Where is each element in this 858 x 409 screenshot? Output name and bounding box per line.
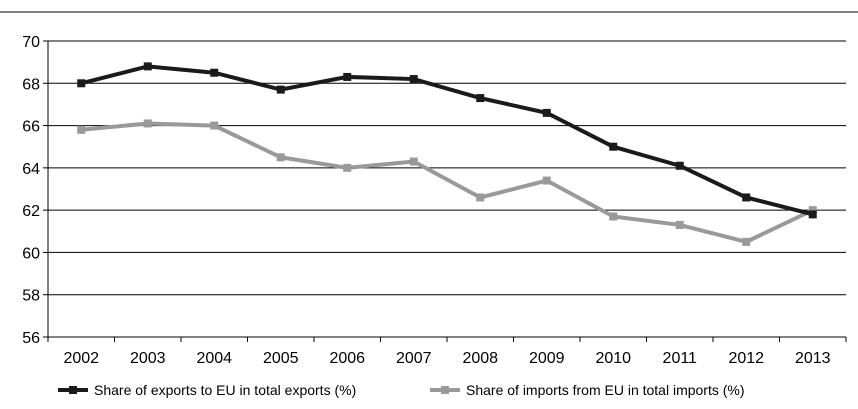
y-tick-label: 62 — [22, 203, 40, 220]
x-tick-label: 2011 — [663, 350, 698, 367]
data-point-marker — [77, 79, 86, 88]
data-point-marker — [210, 68, 219, 77]
series-line — [81, 121, 814, 244]
axes — [43, 40, 847, 342]
legend-item-1: Share of exports to EU in total exports … — [58, 382, 356, 398]
y-tick-label: 60 — [22, 245, 40, 262]
series-layer — [77, 62, 817, 246]
y-tick-label: 58 — [22, 288, 40, 305]
y-tick-labels: 56 58 60 62 64 66 68 70 — [22, 34, 40, 347]
legend-swatch-marker — [441, 386, 449, 394]
series-line — [80, 64, 814, 217]
legend: Share of exports to EU in total exports … — [58, 382, 745, 398]
data-point-marker — [276, 85, 285, 94]
data-point-marker — [343, 72, 352, 81]
x-tick-label: 2005 — [263, 350, 299, 367]
x-tick-label: 2009 — [529, 350, 565, 367]
x-tick-label: 2003 — [130, 350, 166, 367]
data-point-marker — [276, 153, 285, 162]
x-tick-label: 2004 — [196, 350, 232, 367]
y-tick-label: 66 — [22, 119, 40, 136]
x-tick-label: 2008 — [462, 350, 498, 367]
data-point-marker — [143, 119, 152, 128]
legend-swatch-marker — [69, 386, 77, 394]
data-point-marker — [609, 212, 618, 221]
legend-item-2: Share of imports from EU in total import… — [430, 382, 745, 398]
x-tick-label: 2012 — [728, 350, 764, 367]
y-tick-label: 64 — [22, 161, 40, 178]
data-point-marker — [675, 220, 684, 229]
data-point-marker — [675, 161, 684, 170]
data-point-marker — [542, 176, 551, 185]
series-2 — [77, 119, 817, 246]
data-point-marker — [409, 75, 418, 84]
data-point-marker — [742, 193, 751, 202]
x-tick-label: 2002 — [63, 350, 99, 367]
x-tick-labels: 2002 2003 2004 2005 2006 2007 2008 2009 2010 2011… — [63, 350, 830, 367]
legend-label: Share of imports from EU in total import… — [466, 382, 745, 398]
legend-label: Share of exports to EU in total exports … — [94, 382, 356, 398]
x-tick-label: 2013 — [795, 350, 831, 367]
data-point-marker — [742, 237, 751, 246]
data-point-marker — [609, 142, 618, 151]
x-tick-label: 2006 — [329, 350, 365, 367]
y-tick-label: 68 — [22, 76, 40, 93]
data-point-marker — [343, 163, 352, 172]
data-point-marker — [77, 125, 86, 134]
data-point-marker — [476, 94, 485, 103]
data-point-marker — [542, 108, 551, 117]
y-tick-label: 70 — [22, 34, 40, 51]
x-tick-label: 2010 — [595, 350, 631, 367]
y-tick-label: 56 — [22, 330, 40, 347]
x-tick-label: 2007 — [396, 350, 432, 367]
data-point-marker — [409, 157, 418, 166]
gridlines — [48, 40, 846, 296]
data-point-marker — [808, 206, 817, 215]
data-point-marker — [210, 121, 219, 130]
data-point-marker — [476, 193, 485, 202]
data-point-marker — [143, 62, 152, 71]
series-1 — [77, 62, 817, 219]
data-point-marker — [808, 210, 817, 219]
